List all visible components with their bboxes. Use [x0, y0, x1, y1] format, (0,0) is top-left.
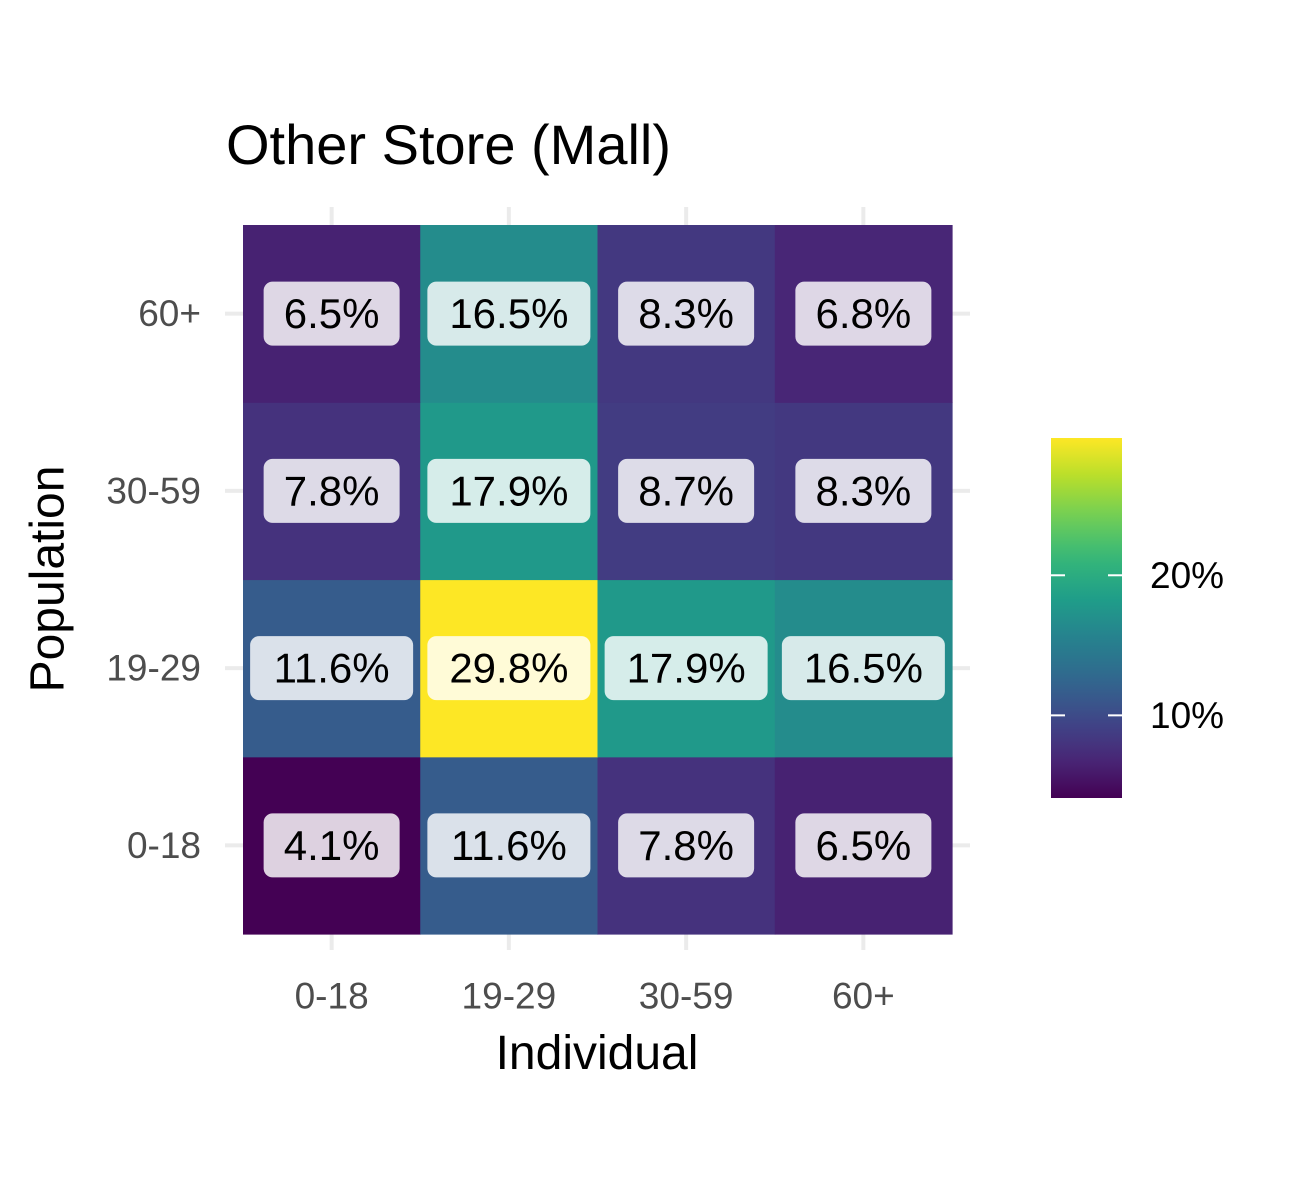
cell-label-box: [795, 813, 932, 878]
y-tick-label: 60+: [138, 293, 201, 334]
cell-label-box: [427, 813, 591, 878]
cell-label-box: [618, 458, 755, 523]
y-tick-label: 0-18: [127, 825, 201, 866]
chart-title: Other Store (Mall): [226, 113, 671, 176]
x-tick-label: 30-59: [639, 976, 734, 1017]
colorbar-tick-label: 10%: [1150, 695, 1224, 736]
x-tick-label: 60+: [832, 976, 895, 1017]
cell-value-label: 11.6%: [451, 822, 567, 869]
x-axis-label: Individual: [495, 1027, 699, 1080]
cell-label-box: [795, 281, 932, 346]
cell-value-label: 7.8%: [638, 822, 734, 869]
cell-value-label: 8.3%: [638, 290, 734, 337]
cell-label-box: [263, 813, 400, 878]
cell-label-box: [427, 458, 591, 523]
cell-value-label: 11.6%: [274, 645, 390, 692]
cell-label-box: [604, 636, 768, 701]
cell-value-label: 8.7%: [638, 467, 734, 514]
cell-label-box: [263, 458, 400, 523]
cell-label-box: [618, 281, 755, 346]
cell-label-box: [795, 458, 932, 523]
cell-value-label: 4.1%: [284, 822, 380, 869]
cell-value-label: 6.8%: [816, 290, 912, 337]
cell-value-label: 6.5%: [284, 290, 380, 337]
cell-value-label: 16.5%: [449, 290, 568, 337]
y-tick-label: 30-59: [106, 470, 201, 511]
cell-value-label: 29.8%: [449, 645, 568, 692]
cell-label-box: [781, 636, 945, 701]
cell-value-label: 6.5%: [816, 822, 912, 869]
cell-label-box: [618, 813, 755, 878]
cell-label-box: [427, 281, 591, 346]
cell-label-box: [427, 636, 591, 701]
x-tick-label: 19-29: [462, 976, 557, 1017]
colorbar: [1051, 438, 1122, 798]
y-tick-label: 19-29: [106, 648, 201, 689]
cell-label-box: [250, 636, 414, 701]
cell-value-label: 17.9%: [627, 645, 746, 692]
cell-value-label: 16.5%: [804, 645, 923, 692]
cell-value-label: 7.8%: [284, 467, 380, 514]
cell-value-label: 17.9%: [449, 467, 568, 514]
cell-value-label: 8.3%: [816, 467, 912, 514]
x-tick-label: 0-18: [295, 976, 369, 1017]
colorbar-tick-label: 20%: [1150, 555, 1224, 596]
cell-label-box: [263, 281, 400, 346]
